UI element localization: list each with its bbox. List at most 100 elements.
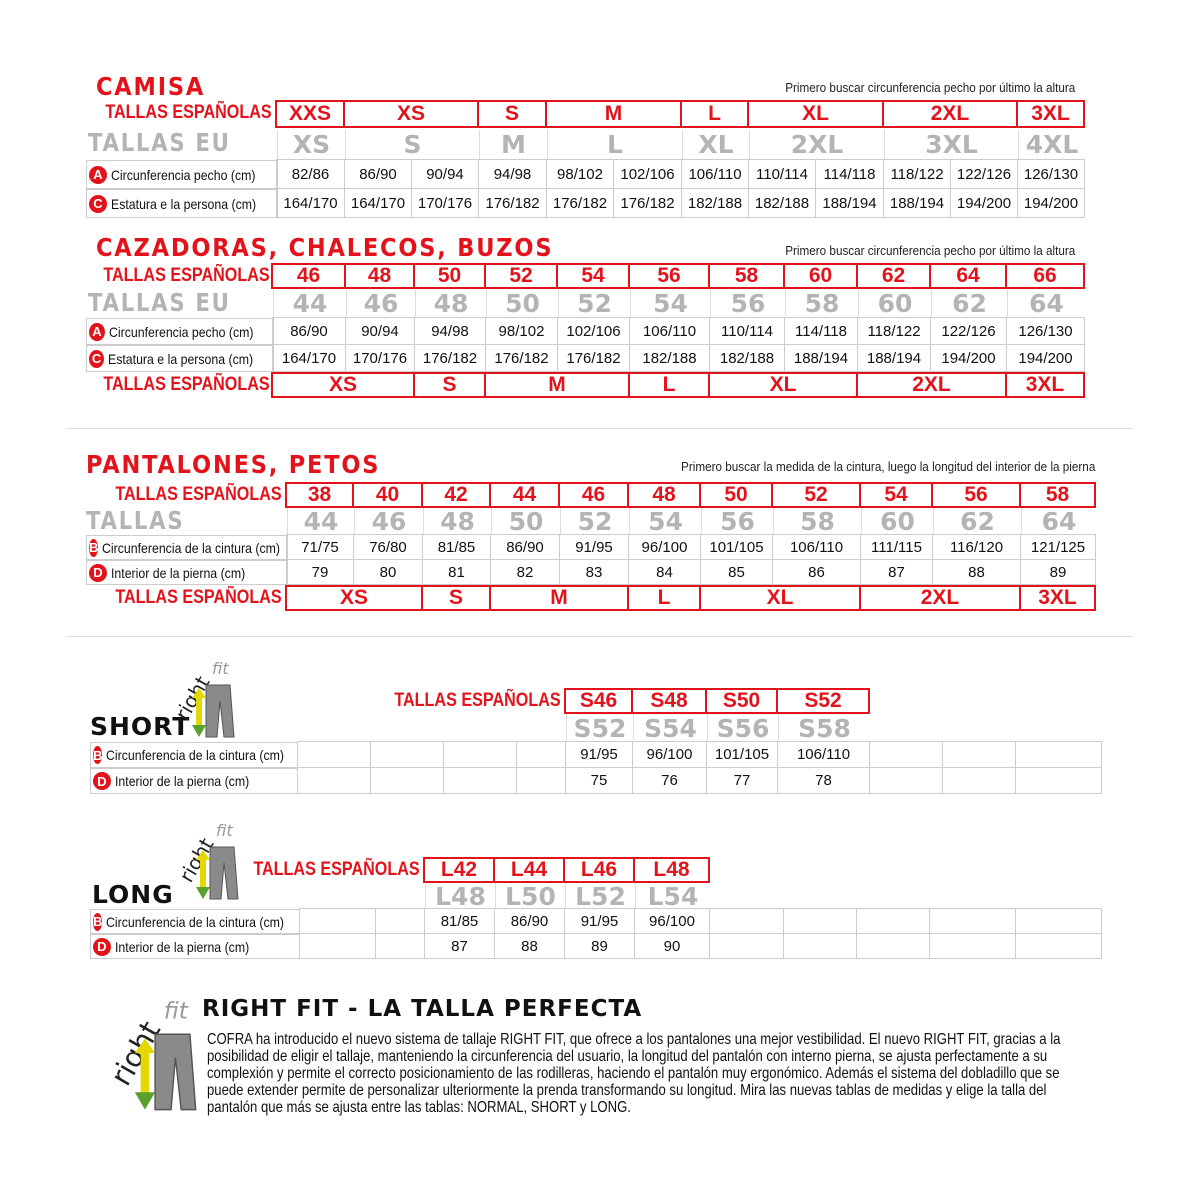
empty-cell (929, 908, 1016, 934)
rightfit-logo-icon: right fit (100, 997, 216, 1114)
long-value: 89 (564, 933, 635, 959)
camisa-value: 86/90 (344, 159, 412, 189)
pantalones-bottom-size: L (627, 585, 701, 611)
camisa-title: CAMISA (96, 72, 206, 101)
cazadoras-bottom-size: XS (271, 372, 415, 398)
cazadoras-value: 122/126 (930, 317, 1007, 345)
cazadoras-value: 170/176 (345, 344, 415, 372)
pantalones-value: 96/100 (628, 534, 701, 560)
camisa-value: 188/194 (883, 188, 951, 218)
measurement-label: Interior de la pierna (cm) (115, 938, 250, 955)
cazadoras-spanish-size: 54 (556, 263, 630, 289)
short-row-label: D Interior de la pierna (cm) (90, 768, 298, 794)
cazadoras-value: 94/98 (414, 317, 486, 345)
short-eu-size: S56 (707, 714, 778, 743)
cazadoras-value: 188/194 (784, 344, 858, 372)
svg-text:fit: fit (216, 822, 233, 840)
pantalones-value: 87 (860, 559, 933, 585)
camisa-eu-size: 4XL (1018, 130, 1085, 159)
empty-cell (375, 933, 425, 959)
long-value: 96/100 (634, 908, 710, 934)
measurement-label: Circunferencia pecho (cm) (108, 323, 254, 340)
long-title: LONG (92, 880, 174, 909)
camisa-spanish-sizes-label: TALLAS ESPAÑOLAS (105, 102, 272, 123)
camisa-value: 106/110 (681, 159, 749, 189)
cazadoras-instruction-note: Primero buscar circunferencia pecho por … (784, 243, 1075, 258)
short-row-label: B Circunferencia de la cintura (cm) (90, 742, 298, 768)
empty-cell (370, 767, 444, 794)
pantalones-value: 101/105 (700, 534, 773, 560)
long-value: 90 (634, 933, 710, 959)
pantalones-spanish-size: 42 (421, 482, 491, 508)
pantalones-bottom-size: 3XL (1019, 585, 1096, 611)
pantalones-eu-size: 50 (491, 507, 560, 536)
short-value: 96/100 (632, 741, 707, 768)
cazadoras-spanish-size: 50 (413, 263, 486, 289)
long-value: 87 (424, 933, 495, 959)
cazadoras-eu-size: 50 (486, 289, 558, 318)
cazadoras-bottom-size: 2XL (856, 372, 1007, 398)
cazadoras-bottom-size: M (484, 372, 630, 398)
badge-b-icon: B (93, 912, 103, 931)
long-row-label: D Interior de la pierna (cm) (90, 934, 300, 959)
pantalones-spanish-size: 50 (699, 482, 773, 508)
cazadoras-spanish-sizes-label: TALLAS ESPAÑOLAS (103, 265, 270, 286)
long-value: 86/90 (494, 908, 565, 934)
pantalones-value: 91/95 (559, 534, 629, 560)
empty-cell (942, 767, 1016, 794)
measurement-label: Circunferencia pecho (cm) (111, 166, 256, 183)
empty-cell (1015, 741, 1102, 768)
measurement-label: Estatura e la persona (cm) (108, 350, 254, 367)
pantalones-spanish-size: 48 (627, 482, 701, 508)
short-eu-size: S54 (633, 714, 707, 743)
cazadoras-value: 182/188 (629, 344, 710, 372)
badge-d-icon: D (93, 772, 111, 790)
empty-cell (856, 908, 930, 934)
pantalones-eu-size: 56 (701, 507, 773, 536)
cazadoras-value: 98/102 (485, 317, 558, 345)
short-value: 106/110 (777, 741, 870, 768)
badge-d-icon: D (89, 563, 107, 582)
camisa-spanish-size: S (477, 100, 547, 128)
short-value: 78 (777, 767, 870, 794)
empty-cell (443, 767, 517, 794)
rightfit-title: RIGHT FIT - LA TALLA PERFECTA (202, 996, 643, 1022)
camisa-spanish-size: L (680, 100, 749, 128)
cazadoras-value: 194/200 (930, 344, 1007, 372)
camisa-value: 176/182 (478, 188, 547, 218)
cazadoras-value: 176/182 (557, 344, 630, 372)
camisa-value: 176/182 (613, 188, 682, 218)
empty-cell (516, 767, 566, 794)
measurement-label: Interior de la pierna (cm) (111, 564, 246, 581)
measurement-label: Estatura e la persona (cm) (111, 195, 257, 212)
cazadoras-spanish-size: 62 (856, 263, 931, 289)
long-spanish-size: L46 (563, 857, 635, 883)
pantalones-spanish-size: 54 (859, 482, 933, 508)
rightfit-logo-icon: right fit (168, 659, 248, 740)
pantalones-value: 81 (422, 559, 491, 585)
short-eu-size: S52 (566, 714, 633, 743)
cazadoras-value: 114/118 (784, 317, 858, 345)
pantalones-spanish-size: 40 (352, 482, 423, 508)
cazadoras-eu-size: 54 (630, 289, 710, 318)
pantalones-value: 89 (1020, 559, 1096, 585)
pantalones-value: 80 (353, 559, 423, 585)
camisa-spanish-size: XL (747, 100, 884, 128)
long-spanish-size: L42 (423, 857, 495, 883)
camisa-value: 114/118 (815, 159, 884, 189)
pantalones-spanish-size: 38 (285, 482, 354, 508)
cazadoras-value: 176/182 (414, 344, 486, 372)
measurement-label: Circunferencia de la cintura (cm) (106, 913, 285, 930)
rightfit-logo-icon: right fit (172, 821, 252, 902)
camisa-eu-size: 3XL (884, 130, 1018, 159)
empty-cell (299, 933, 376, 959)
cazadoras-value: 110/114 (709, 317, 785, 345)
camisa-eu-sizes-label: TALLAS EU (88, 128, 231, 157)
short-value: 75 (565, 767, 633, 794)
pantalones-value: 82 (490, 559, 560, 585)
cazadoras-eu-sizes-label: TALLAS EU (88, 288, 231, 317)
short-title: SHORT (90, 712, 191, 741)
cazadoras-title: CAZADORAS, CHALECOS, BUZOS (96, 233, 554, 262)
pantalones-eu-sizes-label: TALLAS (86, 506, 185, 535)
pantalones-value: 81/85 (422, 534, 491, 560)
